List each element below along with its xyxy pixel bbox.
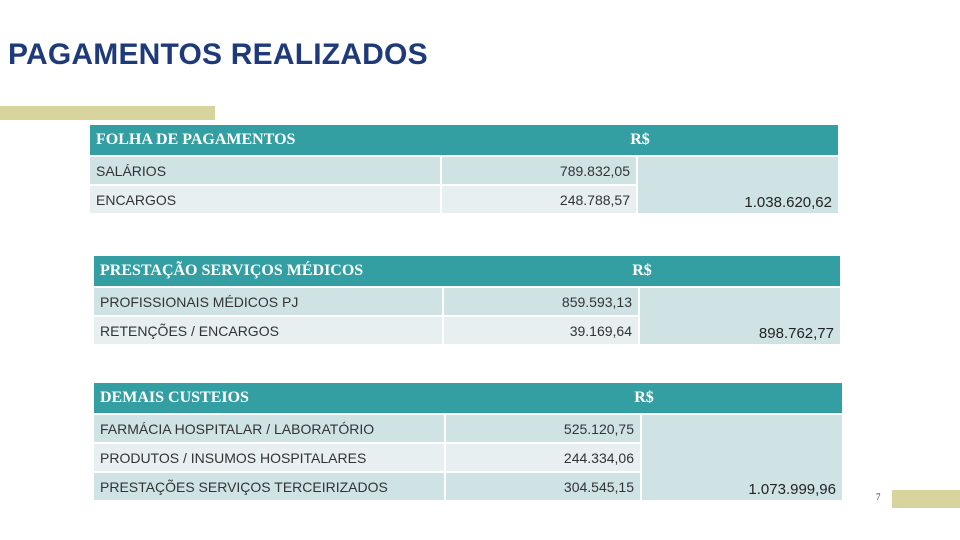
table-row: FARMÁCIA HOSPITALAR / LABORATÓRIO 525.12… — [94, 413, 842, 500]
table-header-title: DEMAIS CUSTEIOS — [94, 383, 446, 413]
row-label: SALÁRIOS — [90, 155, 442, 184]
row-label: PRESTAÇÕES SERVIÇOS TERCEIRIZADOS — [94, 471, 446, 500]
table-total: 1.073.999,96 — [642, 413, 842, 500]
table-total: 1.038.620,62 — [638, 155, 838, 213]
table-header-title: FOLHA DE PAGAMENTOS — [90, 125, 442, 155]
page-title: PAGAMENTOS REALIZADOS — [8, 38, 428, 71]
table-header: PRESTAÇÃO SERVIÇOS MÉDICOS R$ — [94, 256, 840, 286]
accent-bar-right — [892, 490, 960, 508]
row-value: 39.169,64 — [444, 315, 640, 344]
row-label: FARMÁCIA HOSPITALAR / LABORATÓRIO — [94, 413, 446, 442]
row-value: 525.120,75 — [446, 413, 642, 442]
currency-label: R$ — [444, 256, 840, 286]
servicos-medicos-table: PRESTAÇÃO SERVIÇOS MÉDICOS R$ PROFISSION… — [94, 256, 840, 344]
table-header: FOLHA DE PAGAMENTOS R$ — [90, 125, 838, 155]
table-row: PRESTAÇÕES SERVIÇOS TERCEIRIZADOS 304.54… — [94, 471, 842, 500]
table-header: DEMAIS CUSTEIOS R$ — [94, 383, 842, 413]
row-value: 789.832,05 — [442, 155, 638, 184]
row-value: 304.545,15 — [446, 471, 642, 500]
currency-label: R$ — [446, 383, 842, 413]
row-value: 859.593,13 — [444, 286, 640, 315]
row-label: PRODUTOS / INSUMOS HOSPITALARES — [94, 442, 446, 471]
row-label: RETENÇÕES / ENCARGOS — [94, 315, 444, 344]
table-row: SALÁRIOS 789.832,05 1.038.620,62 — [90, 155, 838, 213]
page-number: 7 — [876, 492, 881, 502]
table-total: 898.762,77 — [640, 286, 840, 344]
currency-label: R$ — [442, 125, 838, 155]
demais-custeios-table: DEMAIS CUSTEIOS R$ FARMÁCIA HOSPITALAR /… — [94, 383, 842, 500]
table-header-title: PRESTAÇÃO SERVIÇOS MÉDICOS — [94, 256, 444, 286]
folha-pagamentos-table: FOLHA DE PAGAMENTOS R$ SALÁRIOS 789.832,… — [90, 125, 838, 213]
accent-bar-left — [0, 106, 215, 120]
row-label: PROFISSIONAIS MÉDICOS PJ — [94, 286, 444, 315]
table-row: PROFISSIONAIS MÉDICOS PJ 859.593,13 898.… — [94, 286, 840, 344]
row-value: 248.788,57 — [442, 184, 638, 213]
row-label: ENCARGOS — [90, 184, 442, 213]
row-value: 244.334,06 — [446, 442, 642, 471]
